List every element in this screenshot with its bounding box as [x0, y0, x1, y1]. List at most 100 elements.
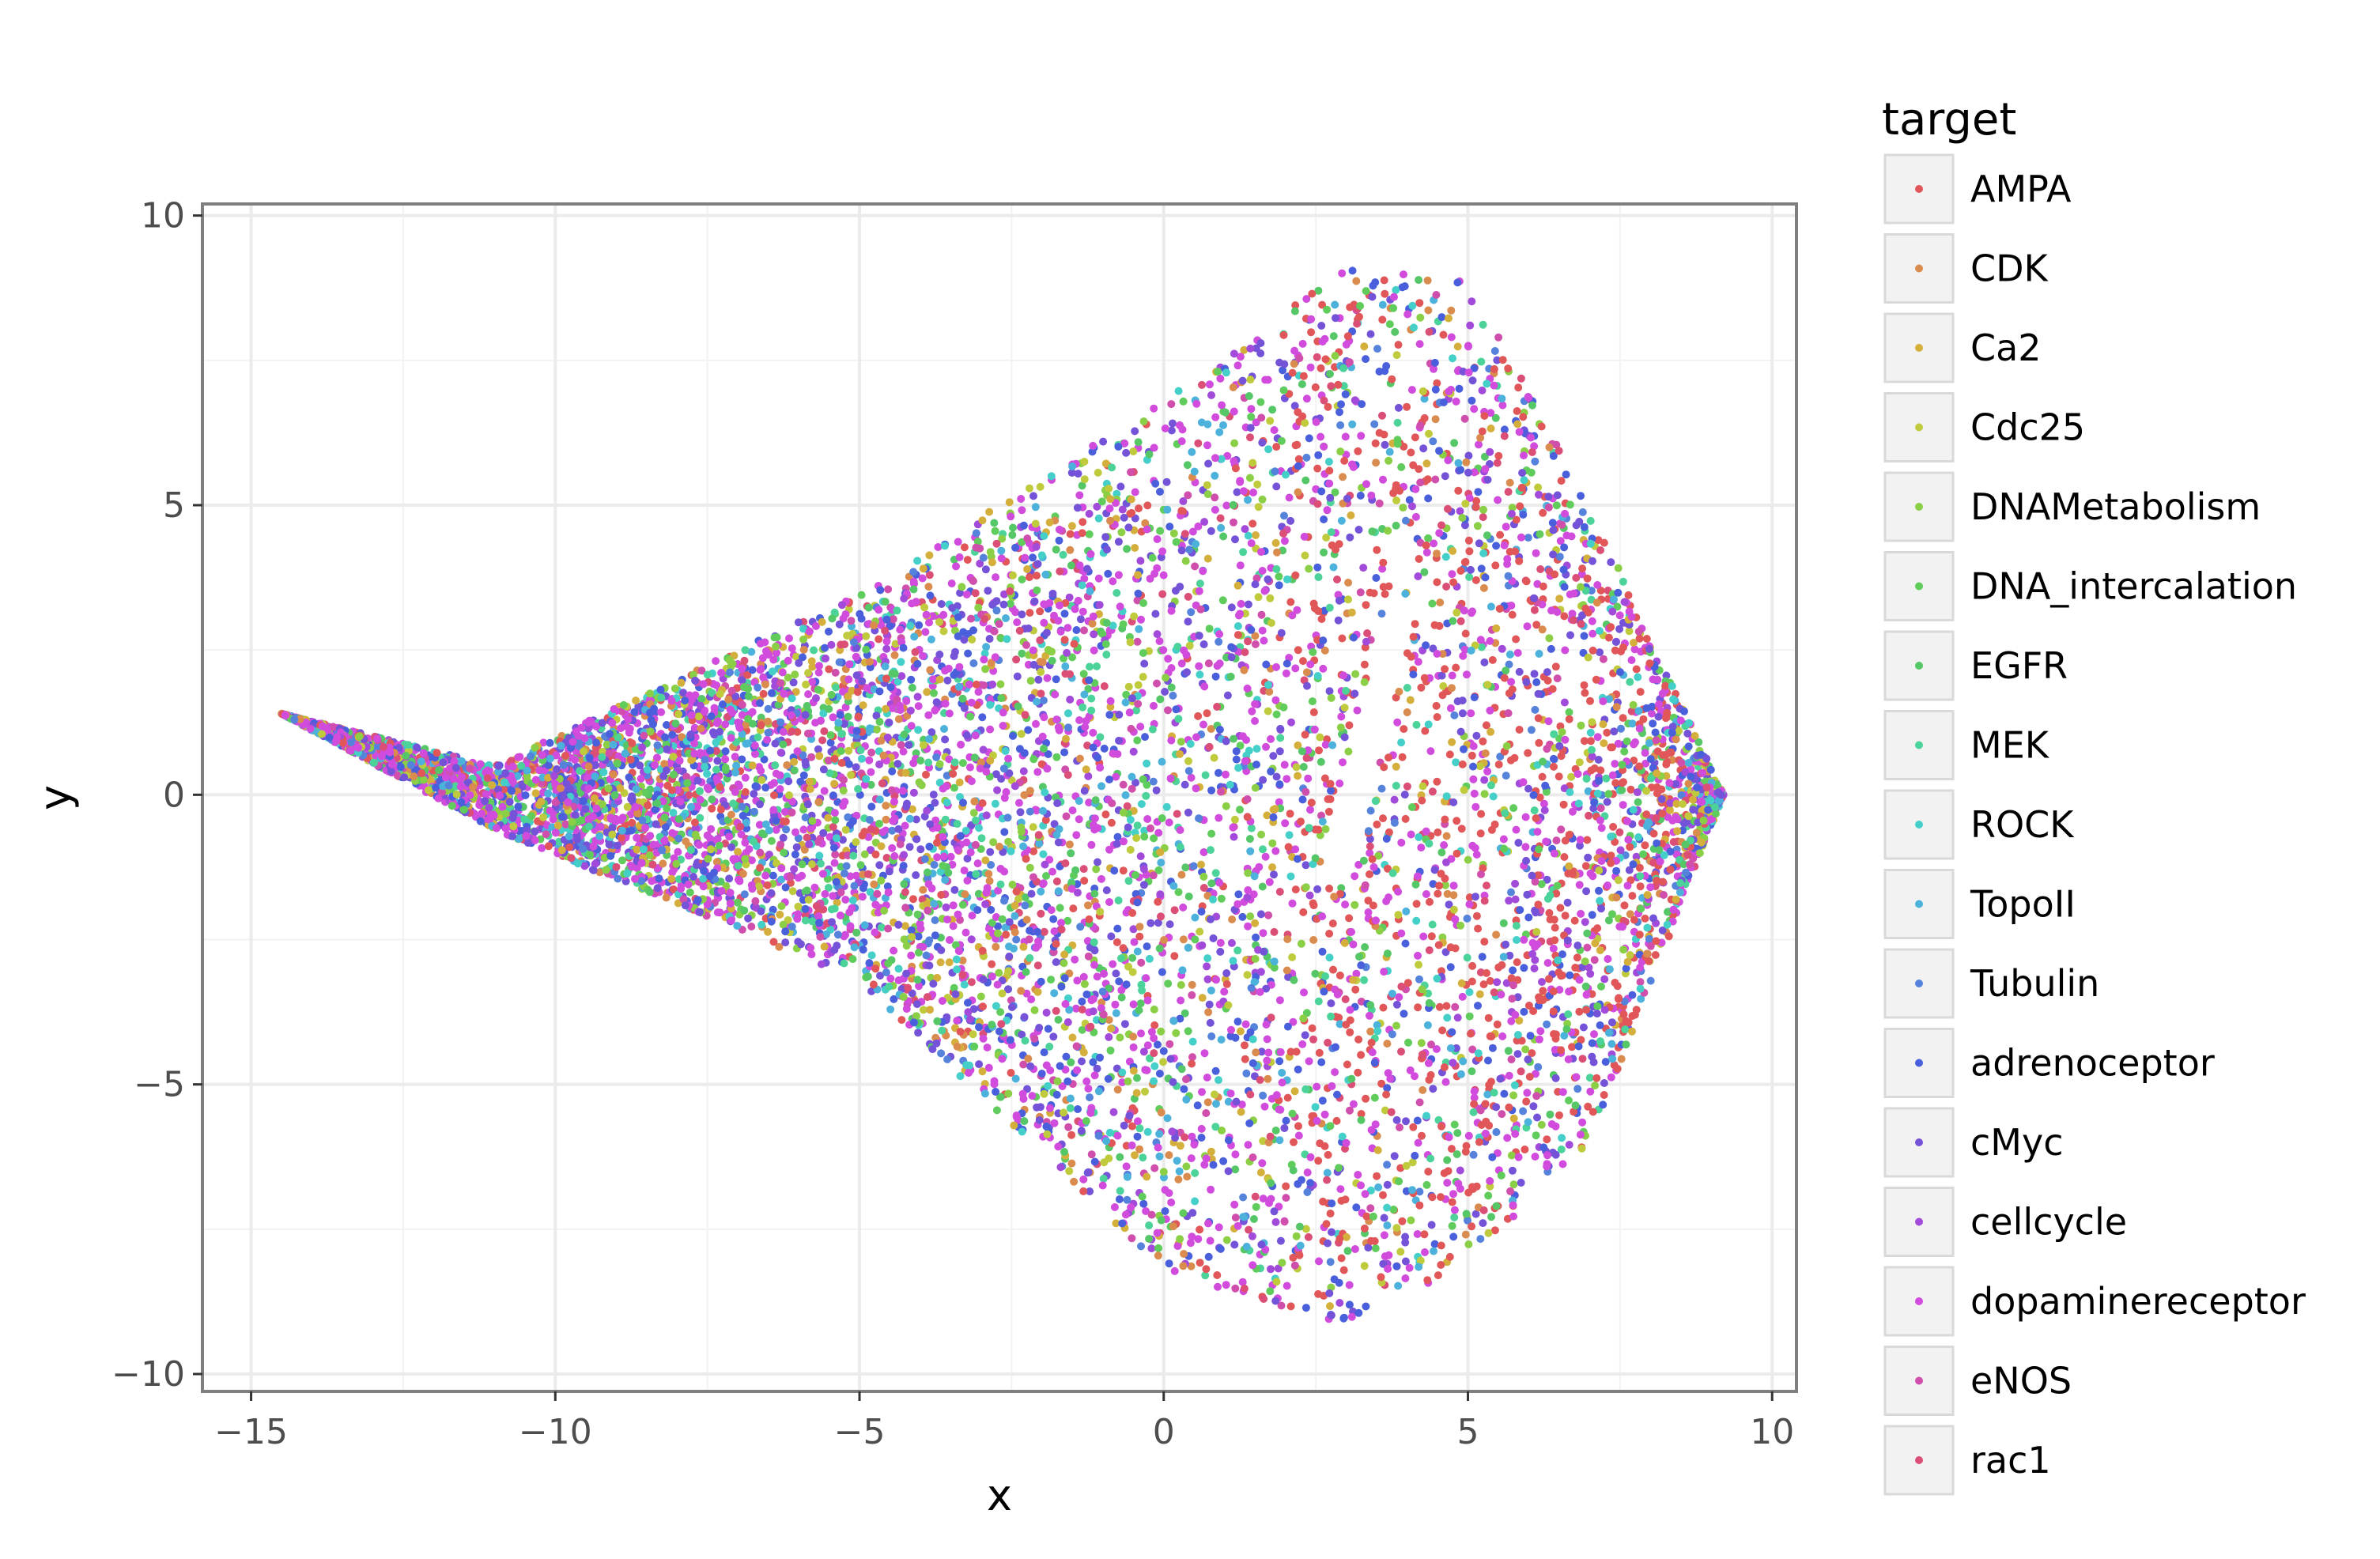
scatter-point [1215, 813, 1223, 822]
scatter-point [988, 919, 996, 927]
scatter-point [1110, 1203, 1119, 1211]
scatter-point [1224, 1001, 1233, 1010]
scatter-point [788, 887, 797, 896]
scatter-point [1116, 482, 1125, 491]
scatter-point [1335, 780, 1344, 787]
scatter-point [1298, 795, 1307, 804]
scatter-point [1101, 459, 1110, 468]
scatter-point [1079, 518, 1087, 527]
scatter-point [977, 845, 985, 853]
scatter-point [1294, 1131, 1303, 1140]
scatter-point [881, 598, 890, 606]
scatter-point [814, 912, 823, 920]
scatter-point [1065, 840, 1074, 849]
scatter-point [1060, 748, 1069, 757]
scatter-point [1062, 812, 1071, 821]
scatter-point [1109, 960, 1117, 968]
scatter-point [1599, 655, 1607, 663]
scatter-point [1211, 493, 1219, 502]
scatter-point [1586, 869, 1595, 878]
scatter-point [1249, 1035, 1257, 1044]
scatter-point [1419, 932, 1428, 941]
scatter-point [1423, 475, 1432, 484]
scatter-point [1004, 985, 1012, 994]
scatter-point [931, 916, 939, 924]
scatter-point [1502, 523, 1510, 531]
scatter-point [1315, 1257, 1323, 1266]
scatter-point [1232, 747, 1241, 756]
scatter-point [1029, 847, 1038, 855]
scatter-point [976, 559, 984, 568]
scatter-point [1427, 932, 1436, 941]
scatter-point [1233, 1017, 1242, 1026]
scatter-point [1092, 865, 1101, 874]
scatter-point [689, 873, 697, 881]
scatter-point [1078, 581, 1086, 590]
scatter-point [1509, 1212, 1517, 1221]
scatter-point [1187, 773, 1196, 782]
scatter-point [1464, 855, 1472, 864]
scatter-point [1109, 749, 1117, 758]
scatter-point [1082, 1077, 1091, 1085]
scatter-point [1320, 515, 1328, 523]
scatter-point [971, 589, 980, 598]
scatter-point [1643, 923, 1652, 932]
scatter-point [1576, 836, 1585, 844]
scatter-point [994, 886, 1003, 895]
scatter-point [836, 711, 844, 719]
scatter-point [984, 587, 992, 595]
scatter-point [1338, 269, 1347, 277]
scatter-point [1347, 608, 1356, 617]
scatter-point [768, 689, 776, 697]
scatter-point [1184, 617, 1192, 626]
scatter-point [1153, 679, 1161, 688]
scatter-point [1143, 501, 1152, 510]
scatter-point [946, 852, 955, 861]
scatter-point [1362, 1302, 1370, 1311]
scatter-point [1067, 469, 1076, 477]
scatter-point [697, 695, 706, 703]
scatter-point [1676, 888, 1684, 897]
scatter-point [877, 876, 886, 885]
scatter-point [1079, 1175, 1088, 1183]
scatter-point [963, 855, 972, 863]
scatter-point [1424, 306, 1433, 315]
scatter-point [1050, 989, 1059, 998]
scatter-point [1282, 1194, 1290, 1202]
scatter-point [814, 668, 823, 677]
scatter-point [1523, 1089, 1532, 1097]
scatter-point [1561, 646, 1570, 655]
scatter-point [841, 703, 850, 712]
scatter-point [1469, 1108, 1478, 1116]
scatter-point [1088, 619, 1097, 628]
scatter-point [1106, 703, 1115, 712]
scatter-point [1649, 719, 1657, 728]
scatter-point [1535, 738, 1543, 747]
scatter-point [863, 684, 871, 693]
scatter-point [1209, 895, 1217, 904]
scatter-point [995, 968, 1003, 977]
scatter-point [1257, 1048, 1266, 1056]
scatter-point [890, 946, 898, 955]
scatter-point [1539, 987, 1547, 995]
scatter-point [1033, 586, 1041, 595]
scatter-point [1079, 703, 1087, 712]
scatter-point [1049, 1032, 1058, 1041]
scatter-point [1005, 952, 1014, 961]
scatter-point [1443, 889, 1452, 898]
scatter-point [1256, 398, 1265, 406]
scatter-point [1097, 874, 1105, 883]
scatter-point [1153, 1229, 1162, 1237]
scatter-point [1222, 368, 1230, 377]
scatter-point [952, 955, 961, 964]
scatter-point [1590, 956, 1599, 964]
scatter-point [1438, 650, 1447, 659]
scatter-point [1188, 980, 1196, 989]
scatter-point [1572, 1073, 1581, 1081]
scatter-point [1333, 576, 1341, 583]
scatter-point [808, 917, 817, 926]
scatter-point [1318, 912, 1327, 921]
scatter-point [818, 736, 827, 745]
scatter-point [1414, 1138, 1422, 1147]
scatter-point [1480, 938, 1489, 946]
